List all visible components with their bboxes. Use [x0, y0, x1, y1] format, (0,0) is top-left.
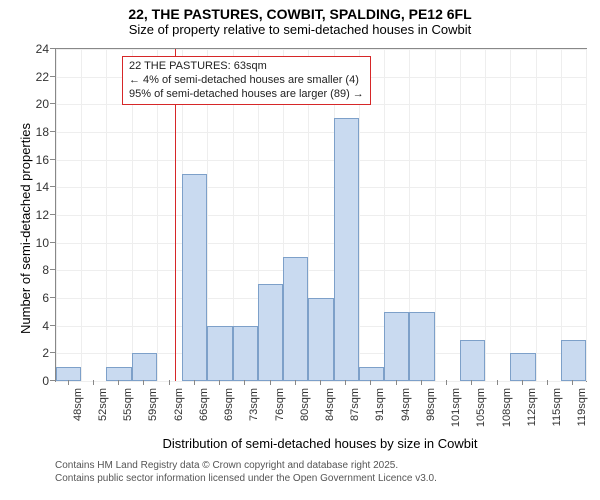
x-tick-label: 91sqm [374, 388, 386, 432]
histogram-bar [510, 353, 535, 381]
y-tick-label: 0 [25, 374, 49, 388]
histogram-bar [409, 312, 434, 381]
histogram-bar [561, 340, 586, 382]
x-tick-label: 98sqm [425, 388, 437, 432]
x-tick-label: 52sqm [97, 388, 109, 432]
x-tick-label: 87sqm [349, 388, 361, 432]
y-tick-label: 12 [25, 208, 49, 222]
y-tick-label: 16 [25, 153, 49, 167]
histogram-bar [334, 118, 359, 381]
histogram-bar [233, 326, 258, 381]
x-tick-label: 80sqm [299, 388, 311, 432]
chart-title-line1: 22, THE PASTURES, COWBIT, SPALDING, PE12… [0, 0, 600, 22]
chart-title-line2: Size of property relative to semi-detach… [0, 22, 600, 37]
annotation-line: ← 4% of semi-detached houses are smaller… [129, 74, 364, 88]
x-tick-label: 66sqm [198, 388, 210, 432]
x-tick-label: 119sqm [576, 388, 588, 432]
histogram-bar [308, 298, 333, 381]
y-tick-label: 10 [25, 236, 49, 250]
x-tick-label: 108sqm [501, 388, 513, 432]
histogram-bar [207, 326, 232, 381]
annotation-line: 22 THE PASTURES: 63sqm [129, 60, 364, 74]
annotation-box: 22 THE PASTURES: 63sqm← 4% of semi-detac… [122, 56, 371, 105]
histogram-bar [359, 367, 384, 381]
x-tick-label: 94sqm [400, 388, 412, 432]
histogram-bar [132, 353, 157, 381]
y-tick-label: 22 [25, 70, 49, 84]
x-tick-label: 73sqm [248, 388, 260, 432]
y-tick-label: 4 [25, 319, 49, 333]
y-tick-label: 24 [25, 42, 49, 56]
footnote-1: Contains HM Land Registry data © Crown c… [55, 460, 398, 471]
y-tick-label: 8 [25, 263, 49, 277]
x-tick-label: 59sqm [147, 388, 159, 432]
y-tick-label: 18 [25, 125, 49, 139]
y-tick-label: 14 [25, 180, 49, 194]
y-tick-label: 2 [25, 346, 49, 360]
x-tick-label: 115sqm [551, 388, 563, 432]
x-tick-label: 101sqm [450, 388, 462, 432]
footnote-2: Contains public sector information licen… [55, 473, 437, 484]
x-tick-label: 48sqm [72, 388, 84, 432]
histogram-bar [283, 257, 308, 382]
x-tick-label: 84sqm [324, 388, 336, 432]
x-tick-label: 69sqm [223, 388, 235, 432]
x-tick-label: 55sqm [122, 388, 134, 432]
x-tick-label: 62sqm [173, 388, 185, 432]
histogram-bar [384, 312, 409, 381]
x-tick-label: 76sqm [274, 388, 286, 432]
x-tick-label: 112sqm [526, 388, 538, 432]
histogram-bar [460, 340, 485, 382]
histogram-bar [106, 367, 131, 381]
x-tick-label: 105sqm [475, 388, 487, 432]
histogram-bar [258, 284, 283, 381]
y-tick-label: 6 [25, 291, 49, 305]
chart-container: { "title_line1": "22, THE PASTURES, COWB… [0, 0, 600, 500]
histogram-bar [182, 174, 207, 382]
y-tick-label: 20 [25, 97, 49, 111]
x-axis-label: Distribution of semi-detached houses by … [55, 436, 585, 451]
histogram-bar [56, 367, 81, 381]
annotation-line: 95% of semi-detached houses are larger (… [129, 88, 364, 102]
